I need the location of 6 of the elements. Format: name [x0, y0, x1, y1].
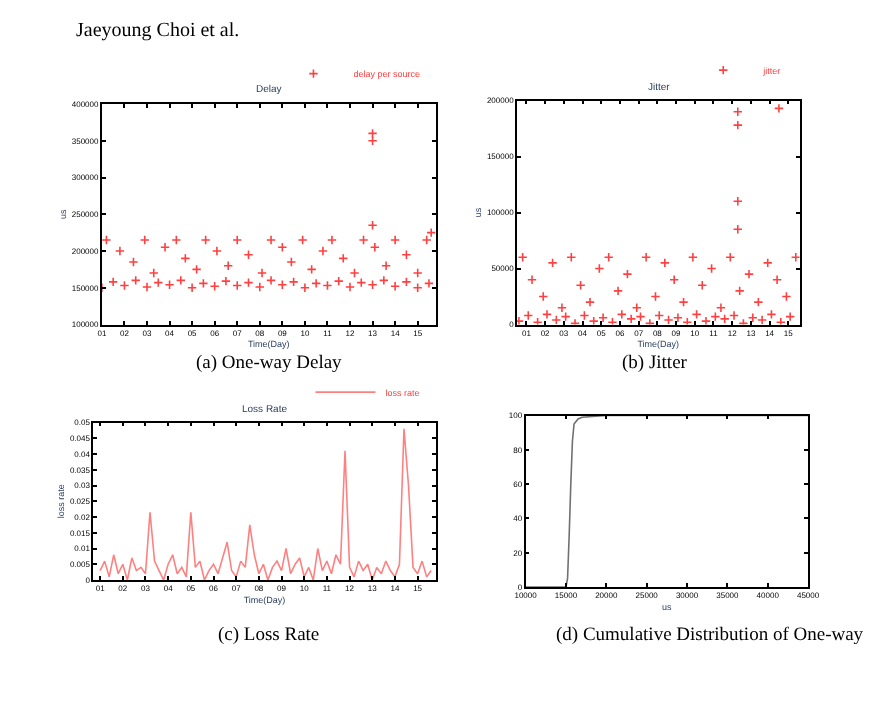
line-series	[99, 428, 432, 580]
text: Jaeyoung Choi et al.	[76, 20, 240, 42]
text: (a) One-way Delay	[196, 354, 343, 374]
text: (d) Cumulative Distribution of One-way	[556, 626, 864, 646]
text: (c) Loss Rate	[218, 626, 320, 646]
text: (b) Jitter	[622, 354, 689, 374]
